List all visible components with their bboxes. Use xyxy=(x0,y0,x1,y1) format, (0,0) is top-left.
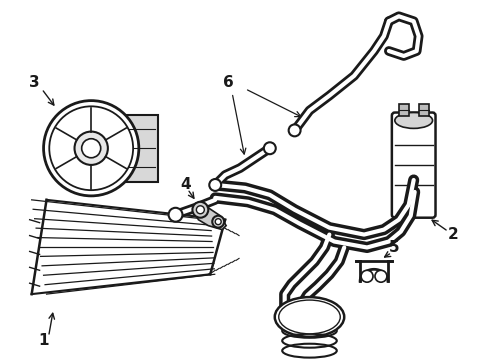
Bar xyxy=(418,104,429,116)
FancyBboxPatch shape xyxy=(392,113,436,218)
Text: 3: 3 xyxy=(29,75,40,90)
Bar xyxy=(399,104,409,116)
Text: 1: 1 xyxy=(38,333,49,348)
Text: 4: 4 xyxy=(180,177,191,193)
Circle shape xyxy=(361,270,373,282)
Circle shape xyxy=(212,216,224,228)
Circle shape xyxy=(289,125,300,136)
Circle shape xyxy=(264,142,276,154)
Circle shape xyxy=(209,179,221,191)
Circle shape xyxy=(196,206,204,214)
Circle shape xyxy=(193,202,208,218)
Circle shape xyxy=(44,100,139,196)
Circle shape xyxy=(49,106,133,190)
Ellipse shape xyxy=(279,300,340,334)
Circle shape xyxy=(82,139,101,158)
Text: 6: 6 xyxy=(223,75,234,90)
Bar xyxy=(120,115,158,181)
Circle shape xyxy=(169,208,182,222)
Ellipse shape xyxy=(395,113,433,129)
Circle shape xyxy=(74,131,108,165)
Polygon shape xyxy=(196,206,226,230)
Circle shape xyxy=(375,270,387,282)
Circle shape xyxy=(215,219,221,225)
Text: 5: 5 xyxy=(389,240,399,255)
Ellipse shape xyxy=(275,297,344,337)
Text: 2: 2 xyxy=(448,227,459,242)
